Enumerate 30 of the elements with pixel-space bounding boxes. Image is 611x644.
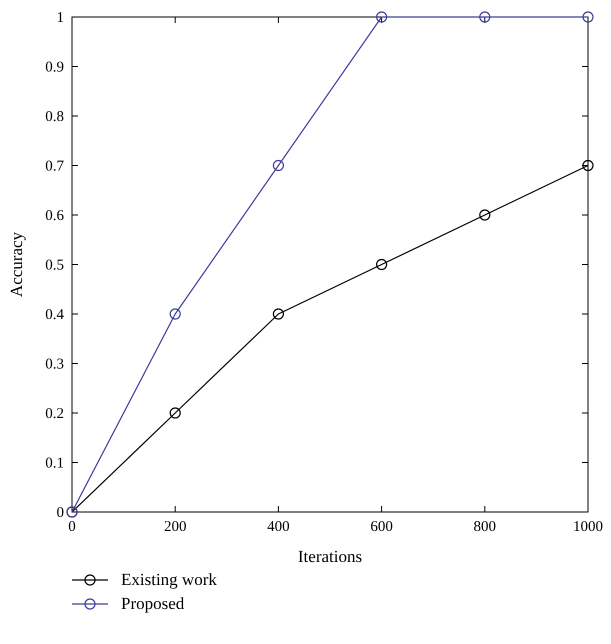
x-tick-label: 200 [164, 519, 186, 535]
y-tick-label: 0 [56, 505, 64, 521]
legend-label: Proposed [121, 594, 185, 613]
y-tick-label: 0.9 [45, 60, 64, 76]
x-tick-label: 400 [267, 519, 290, 535]
y-tick-label: 0.8 [45, 109, 64, 125]
x-tick-label: 0 [68, 519, 76, 535]
point [272, 160, 284, 172]
point [170, 308, 181, 320]
y-tick-label: 0.2 [45, 406, 64, 422]
point [272, 308, 284, 320]
point [479, 11, 490, 23]
y-tick-label: 0.1 [45, 456, 64, 472]
point [376, 11, 388, 23]
y-tick-label: 0.6 [45, 208, 64, 224]
point [582, 11, 594, 23]
point [170, 407, 181, 419]
y-tick-label: 1 [56, 10, 64, 26]
y-tick-label: 0.4 [45, 307, 64, 323]
x-axis-title: Iterations [298, 547, 362, 566]
point [479, 209, 490, 221]
legend-label: Existing work [121, 570, 218, 589]
y-tick-label: 0.7 [45, 158, 64, 174]
point [376, 258, 388, 270]
y-tick-label: 0.3 [45, 356, 64, 372]
y-axis-title: Accuracy [7, 231, 26, 298]
x-tick-label: 1000 [573, 519, 603, 535]
x-tick-label: 600 [370, 519, 393, 535]
x-tick-label: 800 [474, 519, 496, 535]
y-tick-label: 0.5 [45, 258, 64, 274]
